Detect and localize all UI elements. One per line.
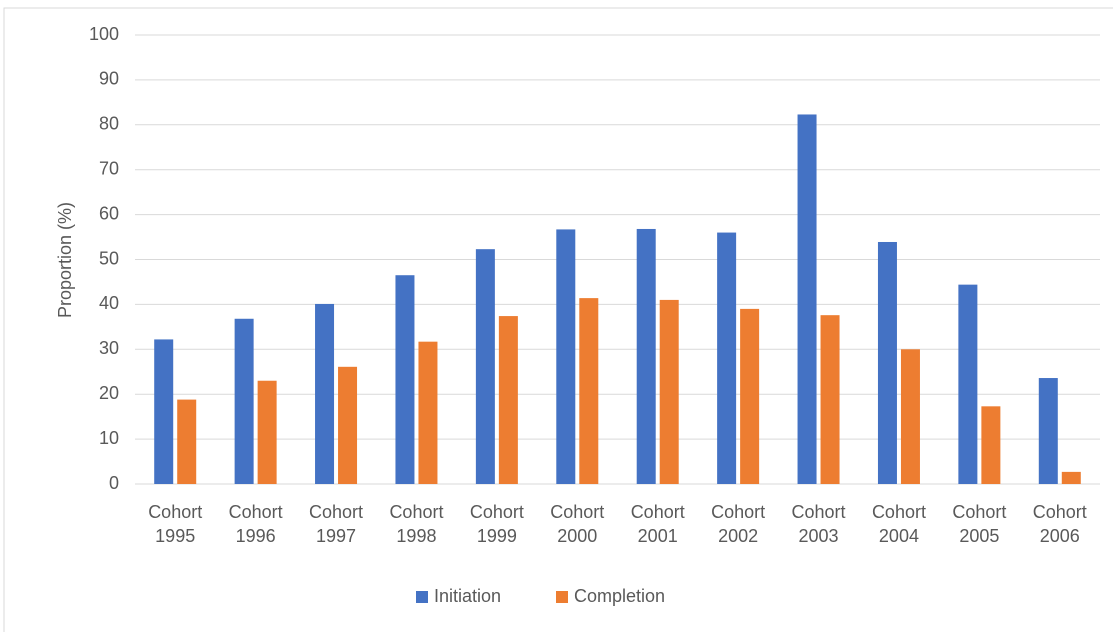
y-axis-title: Proportion (%) [55,202,75,318]
x-tick-label: Cohort 2003 [791,502,846,546]
bar [1038,378,1058,484]
bar [659,299,679,484]
bar [740,308,760,484]
bar [877,241,897,484]
y-tick-label: 60 [99,203,119,223]
bar [797,114,817,485]
x-tick-label: Cohort 2005 [952,502,1007,546]
y-tick-label: 50 [99,248,119,268]
bar [579,298,599,484]
legend-label: Completion [574,586,665,606]
y-tick-label: 30 [99,338,119,358]
y-tick-label: 70 [99,158,119,178]
legend-label: Initiation [434,586,501,606]
chart-frame [3,7,1113,632]
bar [177,399,197,484]
x-tick-label: Cohort 2002 [711,502,766,546]
bar [820,315,840,484]
bar [636,228,656,484]
y-tick-label: 20 [99,383,119,403]
x-tick-label: Cohort 1998 [389,502,444,546]
x-tick-label: Cohort 2000 [550,502,605,546]
bar [338,366,358,484]
bar [395,275,415,484]
bar [900,349,920,484]
bar [315,303,335,484]
bar [958,284,978,484]
bar [154,339,174,484]
y-tick-label: 10 [99,428,119,448]
x-tick-label: Cohort 1999 [469,502,524,546]
x-tick-label: Cohort 1995 [148,502,203,546]
y-tick-label: 100 [89,24,119,44]
bar [257,380,277,484]
x-tick-label: Cohort 2006 [1032,502,1087,546]
legend-swatch [416,591,428,603]
legend-swatch [556,591,568,603]
x-tick-label: Cohort 1997 [309,502,364,546]
y-tick-label: 40 [99,293,119,313]
bar [418,341,438,484]
bar [1061,471,1081,484]
y-tick-label: 80 [99,114,119,134]
bar [556,229,576,484]
bar [475,249,495,484]
bar [981,406,1001,484]
x-tick-label: Cohort 2004 [871,502,926,546]
bar [717,232,737,484]
y-tick-label: 90 [99,69,119,89]
y-tick-label: 0 [109,473,119,493]
x-tick-label: Cohort 2001 [630,502,685,546]
x-tick-label: Cohort 1996 [228,502,283,546]
bar [498,316,518,484]
bar [234,318,254,484]
